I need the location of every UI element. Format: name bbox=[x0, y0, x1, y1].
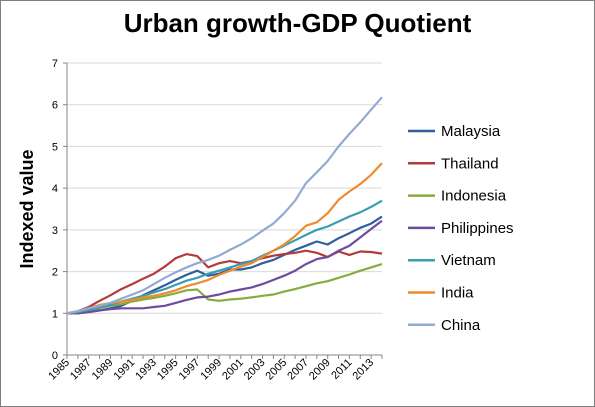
legend-label: Vietnam bbox=[441, 252, 496, 269]
legend-label: China bbox=[441, 317, 481, 334]
y-tick-label: 6 bbox=[52, 100, 58, 112]
y-tick-label: 0 bbox=[52, 350, 58, 362]
y-tick-label: 2 bbox=[52, 267, 58, 279]
x-tick-label: 1991 bbox=[111, 357, 137, 383]
x-tick-label: 2001 bbox=[220, 357, 246, 383]
x-tick-label: 2003 bbox=[242, 357, 268, 383]
x-tick-label: 1993 bbox=[133, 357, 159, 383]
series-line-malaysia bbox=[67, 215, 383, 315]
x-tick-label: 2005 bbox=[264, 357, 290, 383]
legend-label: Malaysia bbox=[441, 123, 501, 140]
y-tick-label: 1 bbox=[52, 308, 58, 320]
x-tick-label: 1989 bbox=[90, 357, 116, 383]
axes: 0 1 2 3 4 5 6 7 19851987198919911993199519971999… bbox=[46, 58, 383, 383]
x-tick-label: 2013 bbox=[350, 357, 376, 383]
series-line-china bbox=[66, 96, 383, 315]
series-line-vietnam bbox=[66, 199, 383, 315]
x-tick-label: 1999 bbox=[198, 357, 224, 383]
series-line-indonesia bbox=[66, 263, 383, 315]
series-line-india bbox=[66, 162, 383, 315]
x-tick-label: 2009 bbox=[307, 357, 333, 383]
chart-title: Urban growth-GDP Quotient bbox=[123, 8, 472, 38]
y-tick-label: 5 bbox=[52, 141, 58, 153]
x-tick-label: 2007 bbox=[285, 357, 311, 383]
series-line-philippines bbox=[67, 219, 383, 315]
gridlines bbox=[67, 62, 382, 314]
series-lines bbox=[66, 96, 383, 315]
legend: Malaysia Thailand Indonesia Philippines Viet… bbox=[408, 123, 514, 334]
x-tick-label: 1997 bbox=[177, 357, 203, 383]
x-tick-label: 1985 bbox=[46, 357, 72, 383]
legend-label: Thailand bbox=[441, 155, 499, 172]
legend-label: India bbox=[441, 285, 474, 302]
y-tick-label: 7 bbox=[52, 58, 58, 70]
legend-label: Philippines bbox=[441, 220, 514, 237]
legend-label: Indonesia bbox=[441, 188, 507, 205]
y-axis-label: Indexed value bbox=[17, 149, 37, 268]
x-tick-label: 2011 bbox=[329, 357, 354, 382]
y-tick-label: 3 bbox=[52, 225, 58, 237]
x-tick-label: 1995 bbox=[155, 357, 181, 383]
x-tick-label: 1987 bbox=[68, 357, 94, 383]
y-tick-label: 4 bbox=[52, 183, 58, 195]
